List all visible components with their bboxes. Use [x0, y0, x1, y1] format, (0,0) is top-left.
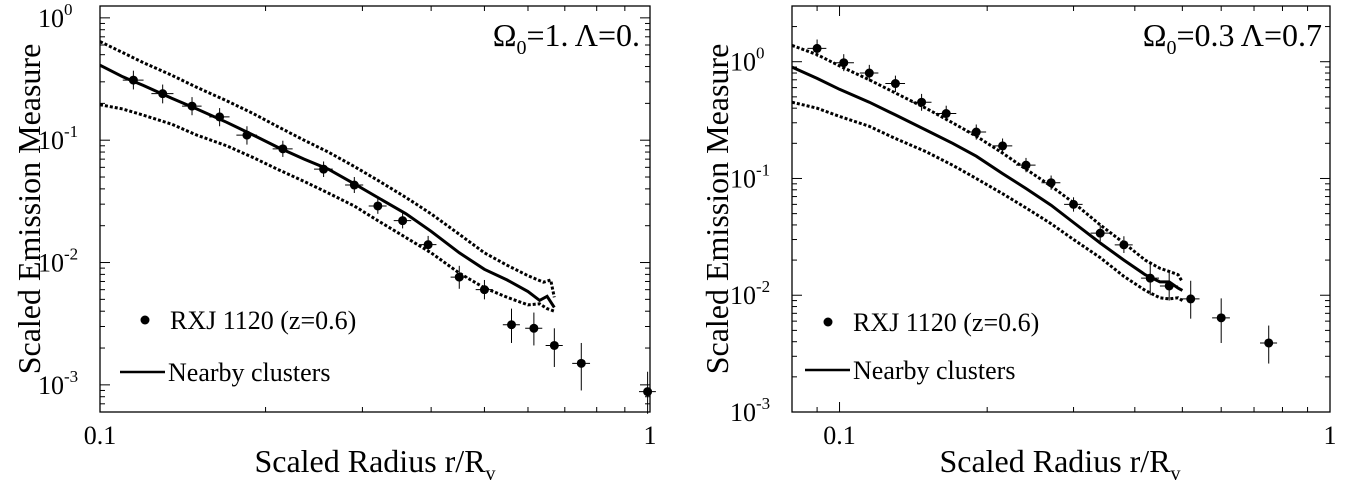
- legend-line-label: Nearby clusters: [853, 356, 1015, 385]
- y-tick-exponent: 0: [64, 0, 73, 19]
- data-marker: [423, 240, 433, 250]
- y-tick-exponent: -2: [756, 277, 770, 296]
- data-marker: [1264, 338, 1274, 348]
- data-marker: [549, 340, 559, 350]
- y-tick-label: 100: [730, 44, 765, 77]
- data-point: [1181, 280, 1200, 319]
- data-marker: [864, 68, 874, 78]
- y-tick-exponent: -1: [64, 122, 78, 141]
- data-marker: [839, 58, 849, 68]
- nearby-clusters-line: [792, 65, 1184, 292]
- data-point: [1090, 224, 1110, 242]
- data-point: [885, 75, 906, 93]
- legend-marker: [823, 317, 833, 327]
- y-tick-label: 100: [38, 0, 73, 33]
- data-point: [639, 371, 656, 414]
- legend-marker: [140, 315, 150, 325]
- data-point: [572, 342, 591, 391]
- legend-line-label: Nearby clusters: [168, 358, 330, 387]
- nearby-clusters-line: [100, 63, 556, 309]
- data-marker: [1216, 313, 1226, 323]
- y-axis-label: Scaled Emission Measure: [699, 44, 735, 375]
- data-marker: [576, 358, 586, 368]
- data-marker: [373, 201, 383, 211]
- data-point: [859, 64, 879, 82]
- data-point: [368, 197, 387, 214]
- nearby-clusters-bound-line: [792, 43, 1184, 283]
- y-tick-exponent: 0: [756, 44, 765, 63]
- data-marker: [812, 43, 822, 53]
- data-marker: [398, 216, 408, 226]
- plot-frame: [791, 5, 1331, 413]
- data-marker: [643, 387, 653, 397]
- x-axis-label: Scaled Radius r/Rv: [939, 443, 1180, 483]
- data-marker: [890, 79, 900, 89]
- plot-frame: [99, 5, 651, 413]
- y-tick-label: 10-2: [730, 277, 770, 310]
- y-tick-exponent: -3: [64, 367, 78, 386]
- data-marker: [507, 320, 517, 330]
- data-point: [502, 308, 520, 343]
- chart-panel-2: 0.1 1 100 10-1 10-2 10-3 Scaled Emission Measu…: [699, 5, 1337, 485]
- data-marker: [529, 323, 539, 333]
- data-point: [1260, 325, 1278, 364]
- data-point: [992, 138, 1013, 154]
- nearby-clusters-bound-line: [792, 100, 1184, 302]
- data-point: [1212, 298, 1230, 343]
- data-point: [1064, 197, 1083, 212]
- data-point: [911, 93, 932, 111]
- x-tick-label: 0.1: [823, 421, 856, 450]
- legend-points-label: RXJ 1120 (z=0.6): [170, 306, 356, 335]
- cosmology-annotation: Ω0=0.3 Λ=0.7: [1143, 17, 1322, 59]
- y-tick-exponent: -3: [756, 394, 770, 413]
- y-tick-exponent: -1: [756, 160, 770, 179]
- data-marker: [1186, 294, 1196, 304]
- x-tick-label: 1: [644, 421, 657, 450]
- x-axis-label: Scaled Radius r/Rv: [254, 443, 495, 483]
- data-point: [525, 312, 543, 346]
- data-point: [393, 211, 412, 229]
- data-marker: [941, 109, 951, 119]
- y-tick-label: 10-3: [730, 394, 770, 427]
- data-point: [545, 328, 563, 367]
- y-tick-label: 10-1: [730, 160, 770, 193]
- x-tick-label: 0.1: [84, 421, 117, 450]
- cosmology-annotation: Ω0=1. Λ=0.: [493, 17, 640, 59]
- x-tick-label: 1: [1324, 421, 1337, 450]
- data-marker: [998, 141, 1008, 151]
- nearby-clusters-bound-line: [100, 40, 556, 298]
- data-marker: [1095, 228, 1105, 238]
- data-marker: [1046, 178, 1056, 188]
- y-axis-label: Scaled Emission Measure: [11, 44, 47, 375]
- nearby-clusters-bound-line: [100, 103, 555, 313]
- y-tick-exponent: -2: [64, 245, 78, 264]
- legend-points-label: RXJ 1120 (z=0.6): [853, 308, 1039, 337]
